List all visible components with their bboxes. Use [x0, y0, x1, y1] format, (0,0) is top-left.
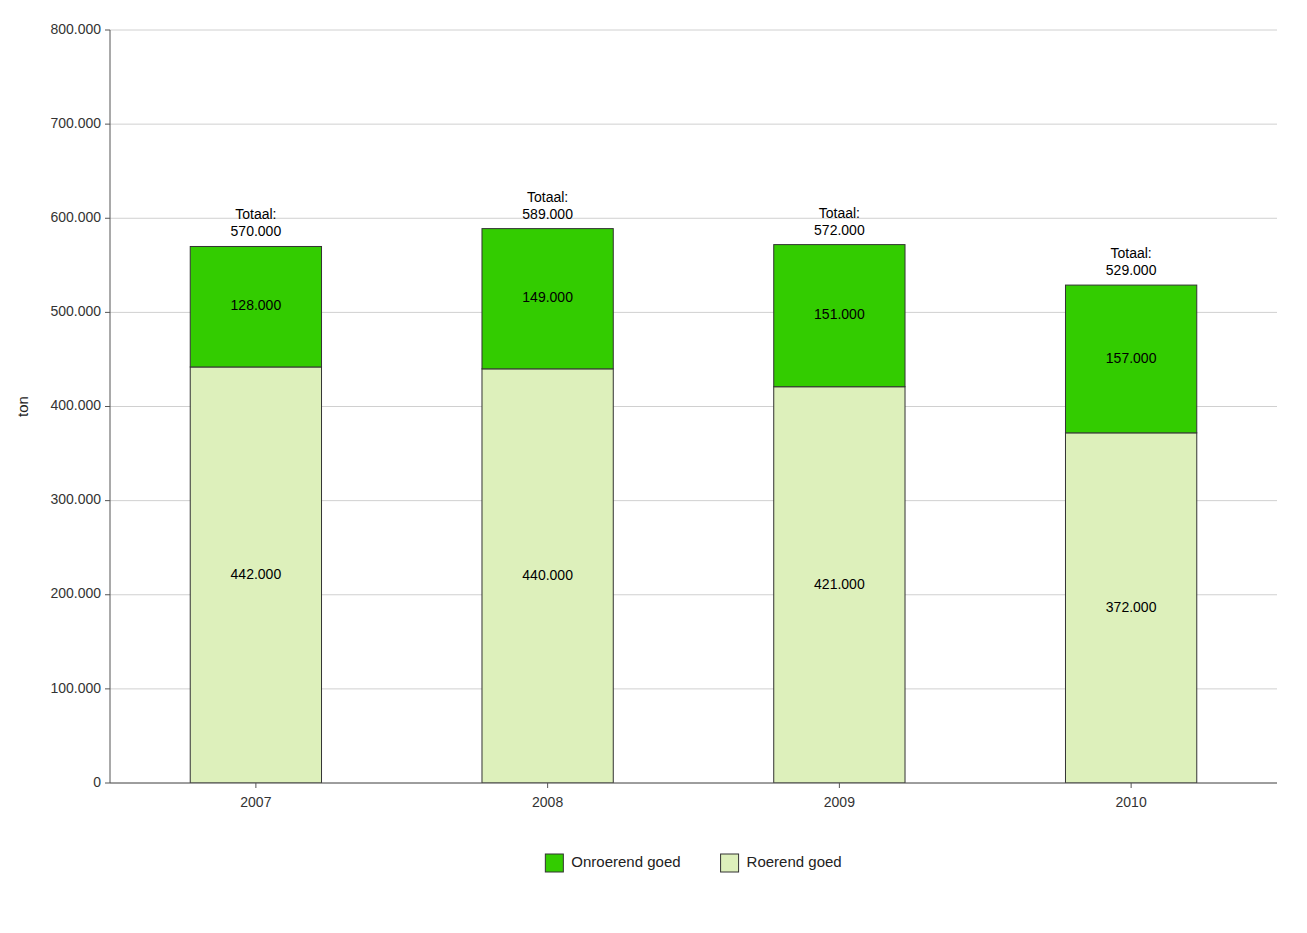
data-label: 421.000: [814, 576, 865, 592]
y-tick-label: 600.000: [50, 209, 101, 225]
total-label: Totaal:570.000: [231, 206, 282, 239]
data-label: 442.000: [231, 566, 282, 582]
y-tick-label: 700.000: [50, 115, 101, 131]
y-axis-line: [110, 30, 111, 783]
grid-line: [110, 30, 1277, 31]
total-label-line: 572.000: [814, 222, 865, 238]
y-tick-label: 200.000: [50, 585, 101, 601]
x-axis: 2007 2008 2009 2010: [240, 783, 1147, 810]
total-label-line: 570.000: [231, 223, 282, 239]
y-tick-label: 400.000: [50, 397, 101, 413]
data-label: 149.000: [522, 289, 573, 305]
legend-item: Onroerend goed: [545, 853, 680, 872]
y-tick: [105, 124, 110, 125]
legend-swatch: [721, 854, 739, 872]
x-tick: [839, 783, 840, 788]
total-label: Totaal:529.000: [1106, 245, 1157, 278]
total-label: Totaal:572.000: [814, 205, 865, 238]
total-label-line: 589.000: [522, 206, 573, 222]
data-label: 157.000: [1106, 350, 1157, 366]
bar: [774, 387, 905, 783]
legend-label: Roerend goed: [747, 853, 842, 870]
legend-item: Roerend goed: [721, 853, 842, 872]
y-tick: [105, 594, 110, 595]
x-axis-line: [110, 783, 1277, 784]
x-tick-label: 2010: [1116, 794, 1147, 810]
grid: [110, 30, 1277, 783]
y-tick: [105, 500, 110, 501]
data-label: 372.000: [1106, 599, 1157, 615]
y-tick: [105, 312, 110, 313]
x-tick: [255, 783, 256, 788]
totals: Totaal:570.000Totaal:589.000Totaal:572.0…: [231, 189, 1157, 278]
data-label: 440.000: [522, 567, 573, 583]
total-label-line: Totaal:: [1111, 245, 1152, 261]
bar: [482, 229, 613, 369]
y-tick-label: 0: [93, 774, 101, 790]
legend-label: Onroerend goed: [571, 853, 680, 870]
y-tick-label: 100.000: [50, 680, 101, 696]
x-tick: [1131, 783, 1132, 788]
y-axis: 0 100.000 200.000 300.000 400.000 500.000 600.…: [50, 21, 110, 790]
y-tick: [105, 30, 110, 31]
total-label-line: 529.000: [1106, 262, 1157, 278]
x-tick-label: 2009: [824, 794, 855, 810]
bar: [1065, 433, 1196, 783]
grid-line: [110, 218, 1277, 219]
x-tick-label: 2008: [532, 794, 563, 810]
y-tick-label: 500.000: [50, 303, 101, 319]
total-label-line: Totaal:: [235, 206, 276, 222]
y-tick: [105, 218, 110, 219]
data-label: 128.000: [231, 297, 282, 313]
data-label: 151.000: [814, 306, 865, 322]
y-tick-label: 800.000: [50, 21, 101, 37]
bar: [482, 369, 613, 783]
legend-swatch: [545, 854, 563, 872]
y-tick-label: 300.000: [50, 491, 101, 507]
grid-line: [110, 124, 1277, 125]
y-axis-label: ton: [14, 396, 31, 417]
legend: Onroerend goed Roerend goed: [545, 853, 841, 872]
data-labels: 442.000 440.000 421.000 372.000 128.000 149.0…: [231, 289, 1157, 614]
chart: 0 100.000 200.000 300.000 400.000 500.000 600.…: [0, 0, 1307, 933]
bars: [190, 229, 1197, 783]
grid-line: [110, 783, 1277, 784]
bar: [1065, 285, 1196, 433]
y-tick: [105, 406, 110, 407]
bar: [190, 367, 321, 783]
bar: [190, 246, 321, 366]
y-tick: [105, 688, 110, 689]
x-tick: [547, 783, 548, 788]
bar: [774, 245, 905, 387]
x-tick-label: 2007: [240, 794, 271, 810]
y-tick: [105, 783, 110, 784]
total-label-line: Totaal:: [819, 205, 860, 221]
total-label-line: Totaal:: [527, 189, 568, 205]
total-label: Totaal:589.000: [522, 189, 573, 222]
